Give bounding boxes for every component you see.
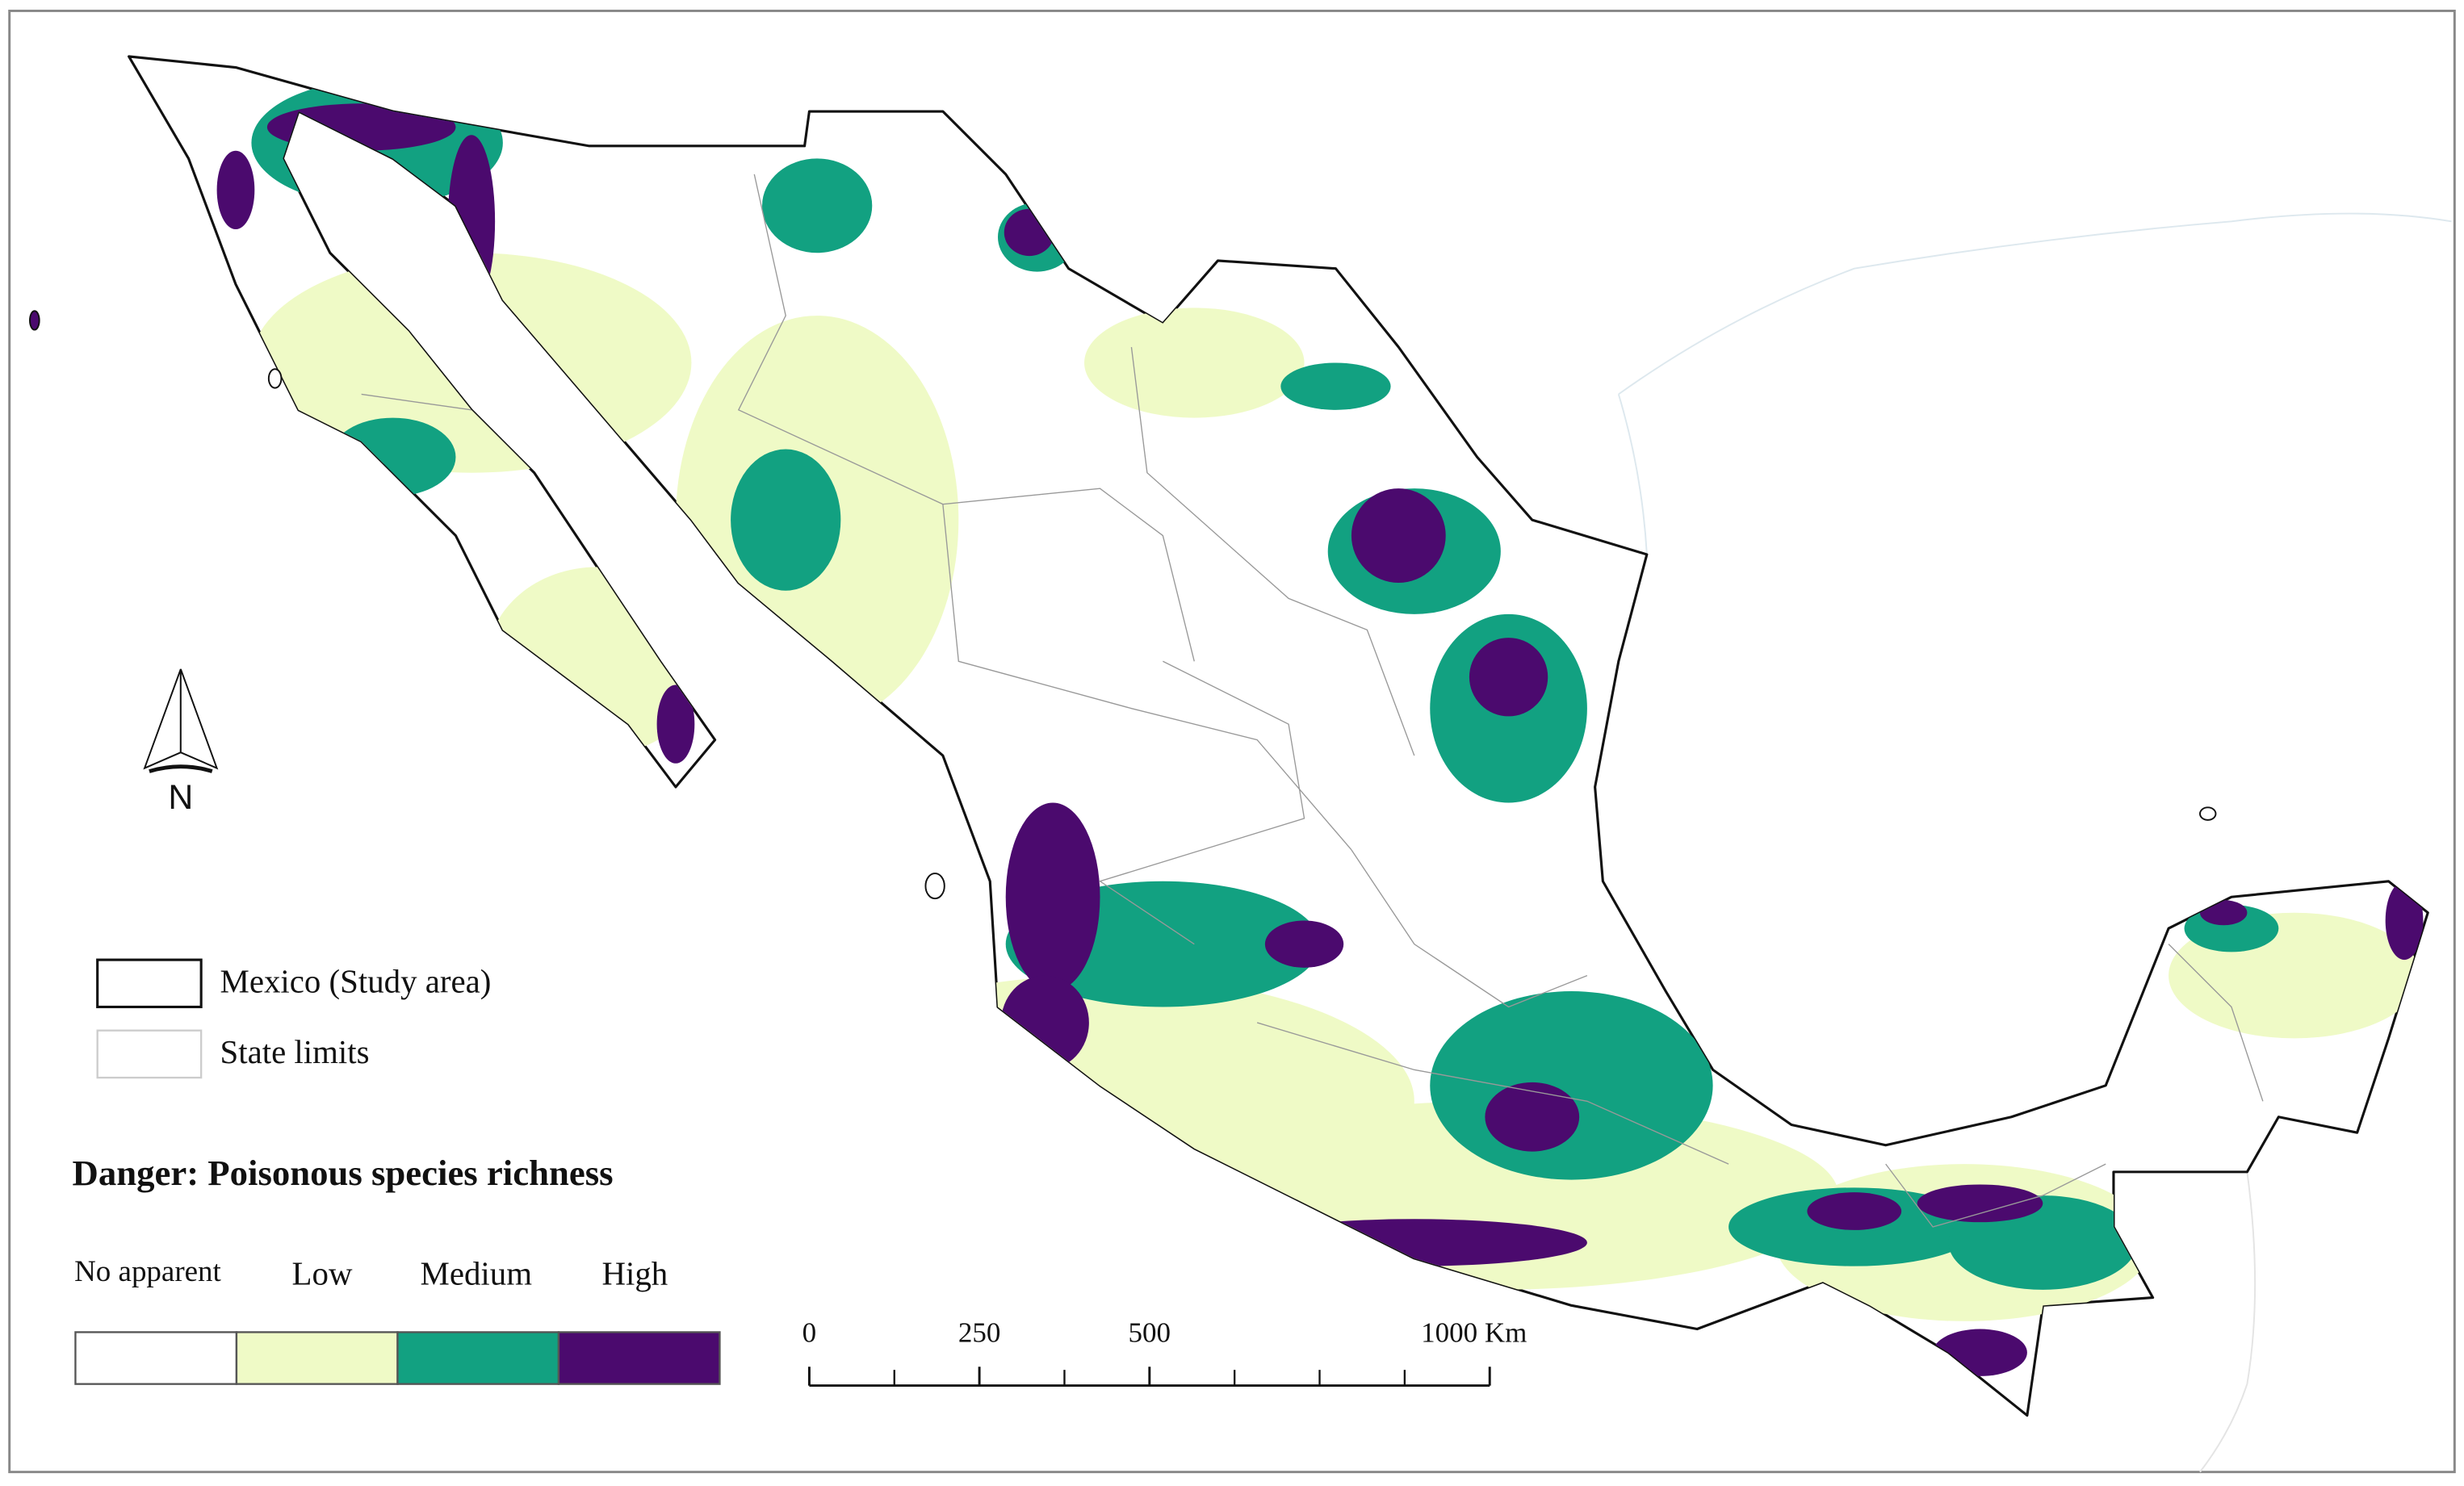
richness-area [762,158,873,253]
class-swatch [235,1331,399,1385]
richness-area [1917,1184,2043,1223]
class-swatch [557,1331,721,1385]
class-swatch [74,1331,238,1385]
richness-area [216,150,255,230]
state-limits [361,174,2264,1228]
neighbor-coast [1618,212,2452,396]
scale-label: 0 [802,1316,817,1348]
richness-area [1807,1192,1902,1230]
legend-label: Mexico (Study area) [220,964,492,1000]
richness-area [1005,802,1100,992]
scale-label: 250 [958,1316,1001,1348]
richness-area [1351,488,1446,583]
richness-area [656,684,695,764]
scale-label: 1000 Km [1421,1316,1527,1348]
richness-area [1264,920,1344,968]
island [267,368,283,389]
class-label: No apparent [74,1254,221,1287]
class-label: Medium [421,1256,533,1292]
north-label: N [168,778,193,817]
richness-area [1485,1082,1580,1152]
richness-area [1084,308,1305,418]
class-swatch [396,1331,560,1385]
legend-swatch [96,958,203,1009]
legend-swatch [96,1029,203,1079]
class-label: High [601,1256,668,1292]
legend-label: State limits [220,1034,370,1070]
richness-area [731,449,841,591]
island [29,310,40,331]
island [2199,806,2217,821]
richness-area [1430,991,1713,1180]
neighbor-border [2199,1171,2257,1473]
scale-label: 500 [1129,1316,1171,1348]
island [924,873,945,900]
north-arrow [143,668,219,773]
richness-area [1469,638,1548,717]
legend-title: Danger: Poisonous species richness [73,1153,614,1193]
neighbor-coast [1617,394,1648,555]
richness-area [1280,362,1391,410]
class-label: Low [292,1256,353,1292]
mexico-outline [128,55,2429,1417]
